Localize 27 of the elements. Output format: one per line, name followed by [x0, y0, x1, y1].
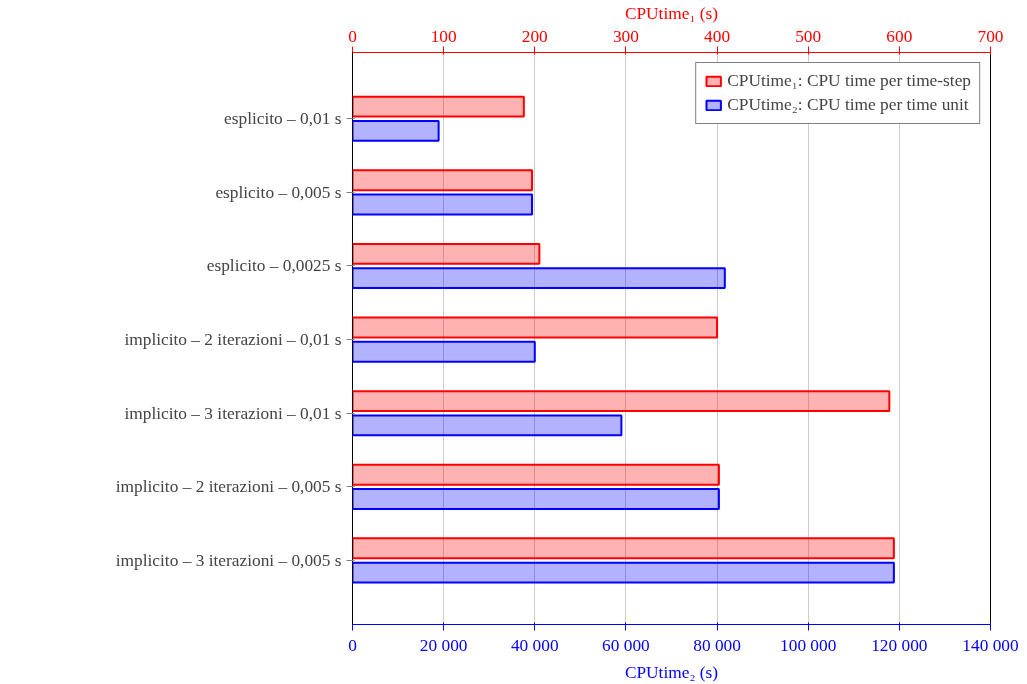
legend-label: CPUtime₁: CPU time per time-step — [727, 71, 971, 91]
y-tick-label: implicito – 2 iterazioni – 0,005 s — [115, 477, 342, 497]
x-tick-label: 20 000 — [419, 635, 468, 655]
y-tick-label: esplicito – 0,01 s — [224, 109, 342, 129]
x-tick-label: 0 — [348, 635, 357, 655]
y-tick-label: esplicito – 0,0025 s — [206, 256, 342, 276]
x2-tick-label: 0 — [348, 26, 357, 46]
x-tick-label: 40 000 — [510, 635, 559, 655]
y-tick-label: implicito – 2 iterazioni – 0,01 s — [124, 330, 342, 350]
x-tick-label: 120 000 — [871, 635, 928, 655]
y-tick-label: implicito – 3 iterazioni – 0,005 s — [115, 550, 342, 570]
x2-tick-label: 700 — [977, 26, 1004, 46]
y-tick-label: implicito – 3 iterazioni – 0,01 s — [124, 403, 342, 423]
x2-tick-label: 200 — [521, 26, 548, 46]
x2-axis-title: CPUtime₁ (s) — [624, 3, 719, 23]
x-tick-label: 80 000 — [693, 635, 741, 655]
x-tick-label: 140 000 — [962, 635, 1019, 655]
x2-tick-label: 400 — [704, 26, 731, 46]
x-tick-label: 100 000 — [780, 635, 837, 655]
x2-tick-label: 300 — [612, 26, 639, 46]
x-axis-title: CPUtime₂ (s) — [624, 662, 719, 682]
x2-tick-label: 600 — [886, 26, 913, 46]
x2-tick-label: 500 — [795, 26, 822, 46]
y-tick-label: esplicito – 0,005 s — [215, 182, 342, 202]
legend-label: CPUtime₂: CPU time per time unit — [727, 95, 969, 115]
x2-tick-label: 100 — [430, 26, 457, 46]
x-tick-label: 60 000 — [602, 635, 650, 655]
